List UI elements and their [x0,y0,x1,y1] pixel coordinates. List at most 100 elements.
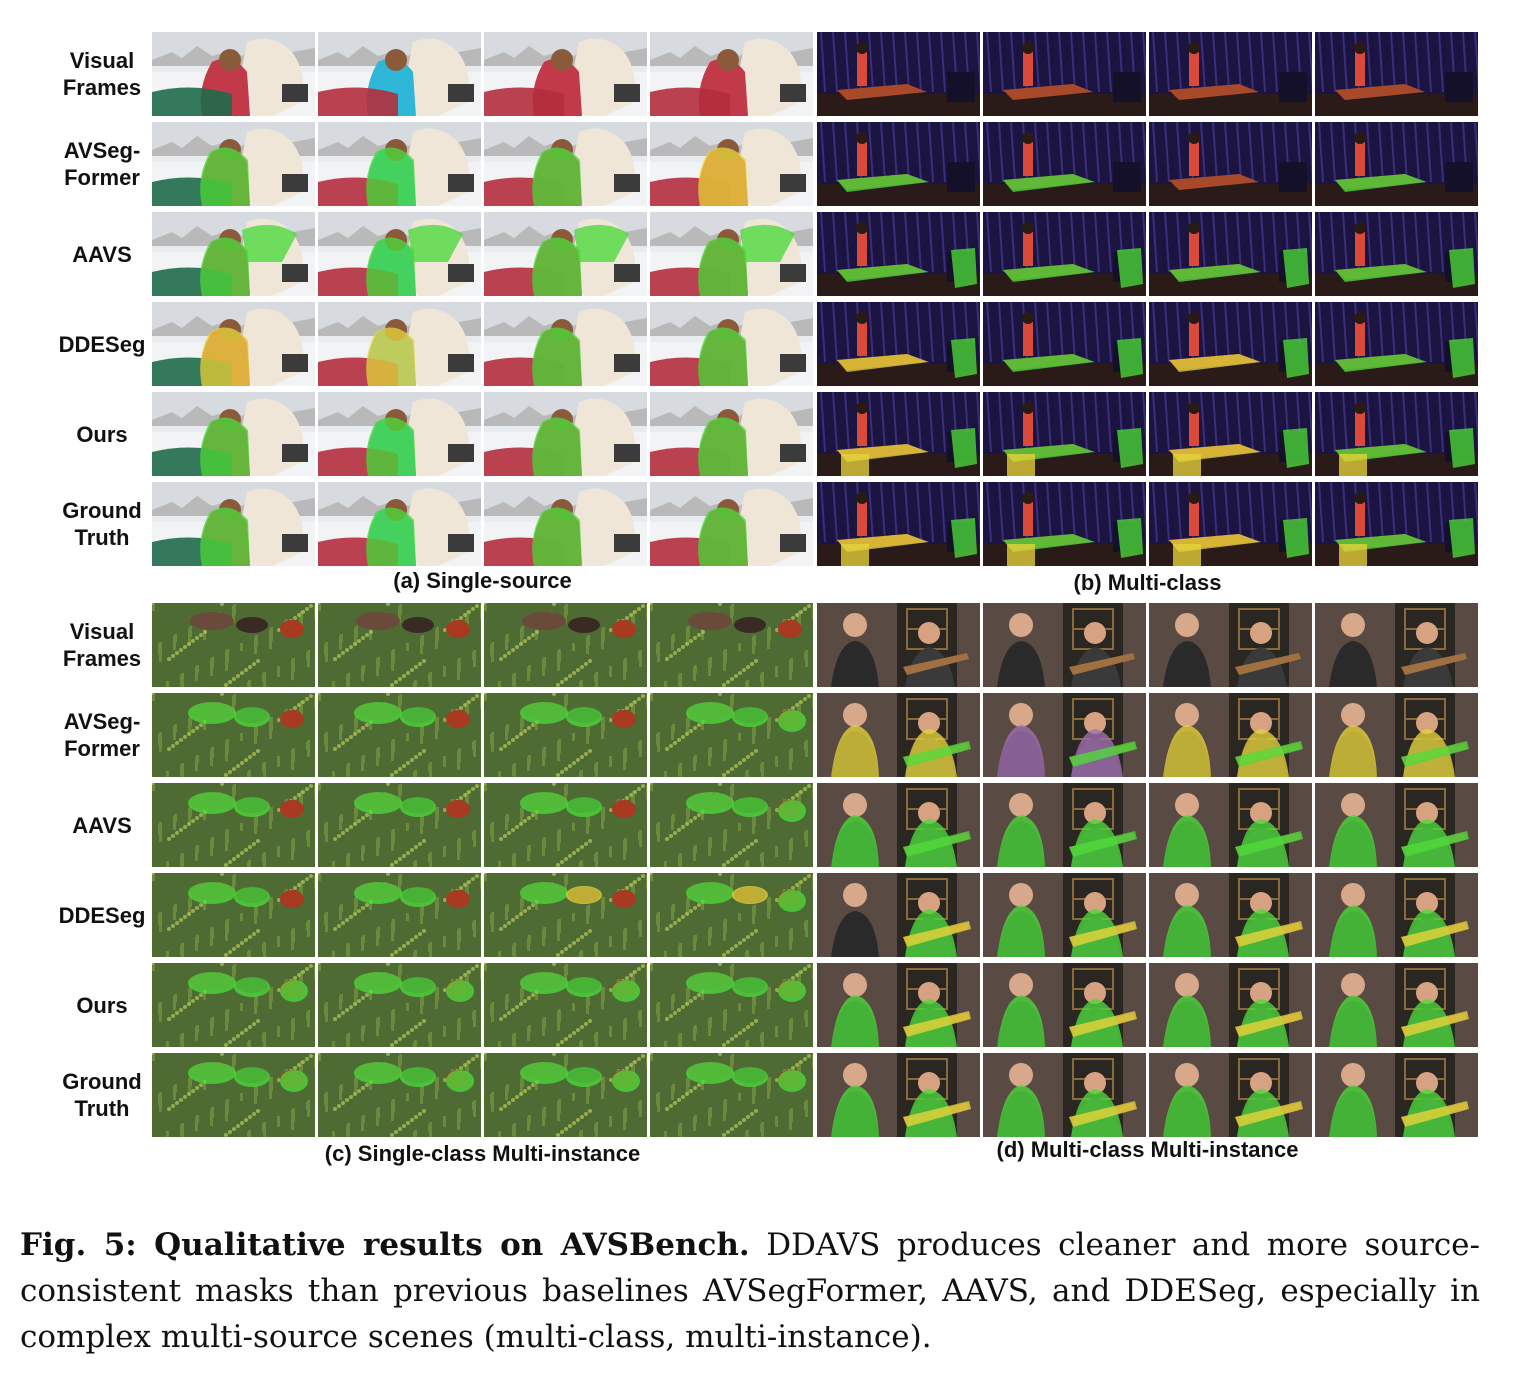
result-frame [650,873,813,957]
result-frame [484,32,647,116]
panel-caption-b: (b) Multi-class [1073,570,1222,595]
result-frame [318,122,481,206]
row-label: AAVS [72,812,132,838]
result-frame [817,392,980,476]
result-frame [152,392,315,476]
panel-caption-a: (a) Single-source [393,568,572,593]
result-frame [484,603,647,687]
row-label: AVSeg- Former [63,709,141,761]
result-frame [983,302,1146,386]
row-label: Ground Truth [62,1069,142,1121]
result-frame [817,122,980,206]
result-frame [983,693,1146,777]
result-frame [983,963,1146,1047]
result-frame [983,783,1146,867]
result-frame [817,963,980,1047]
result-frame [484,693,647,777]
result-frame [152,873,315,957]
result-frame [1149,783,1312,867]
result-frame [817,482,980,566]
caption-body: DDAVS produces cleaner and more source-c… [20,1227,1480,1355]
result-frame [1315,212,1478,296]
result-frame [983,212,1146,296]
result-frame [152,963,315,1047]
result-frame [152,32,315,116]
result-frame [484,122,647,206]
result-frame [152,1053,315,1137]
result-frame [318,482,481,566]
result-frame [1149,212,1312,296]
result-frame [983,1053,1146,1137]
result-frame [650,1053,813,1137]
result-frame [650,32,813,116]
result-frame [484,873,647,957]
result-frame [152,122,315,206]
result-frame [1315,482,1478,566]
result-frame [1315,873,1478,957]
result-frame [650,392,813,476]
result-frame [650,212,813,296]
result-frame [817,693,980,777]
result-frame [983,482,1146,566]
row-label: AAVS [72,241,132,267]
row-label: Ours [76,992,128,1018]
result-frame [983,32,1146,116]
result-frame [318,783,481,867]
result-frame [1149,1053,1312,1137]
result-frame [650,122,813,206]
result-frame [650,693,813,777]
result-frame [152,302,315,386]
result-frame [318,1053,481,1137]
result-frame [152,783,315,867]
caption-lead: Fig. 5: Qualitative results on AVSBench. [20,1227,750,1263]
result-frame [152,603,315,687]
result-frame [318,963,481,1047]
result-frame [1149,603,1312,687]
figure-caption: Fig. 5: Qualitative results on AVSBench.… [20,1222,1480,1360]
result-frame [1315,392,1478,476]
result-frame [484,482,647,566]
result-frame [1315,783,1478,867]
result-frame [817,783,980,867]
result-frame [318,32,481,116]
result-frame [983,603,1146,687]
result-frame [650,302,813,386]
result-frame [1149,873,1312,957]
result-frame [318,212,481,296]
row-label: DDESeg [58,331,146,357]
result-frame [817,873,980,957]
result-frame [484,1053,647,1137]
result-frame [1315,963,1478,1047]
result-frame [1149,482,1312,566]
result-frame [650,603,813,687]
result-frame [1149,302,1312,386]
result-frame [1315,603,1478,687]
result-frame [817,603,980,687]
result-frame [817,32,980,116]
row-label: AVSeg- Former [63,138,141,190]
result-frame [1315,122,1478,206]
result-frame [1149,693,1312,777]
result-frame [484,392,647,476]
result-frame [318,302,481,386]
result-frame [318,603,481,687]
result-frame [983,122,1146,206]
result-frame [318,392,481,476]
result-frame [1315,693,1478,777]
row-label: Visual Frames [62,619,142,671]
result-frame [817,1053,980,1137]
result-frame [484,963,647,1047]
result-frame [1149,122,1312,206]
row-label: Visual Frames [62,48,142,100]
result-frame [650,783,813,867]
result-frame [1149,32,1312,116]
result-frame [152,482,315,566]
result-frame [318,873,481,957]
result-frame [817,302,980,386]
result-frame [817,212,980,296]
result-frame [1149,963,1312,1047]
result-frame [1315,1053,1478,1137]
result-frame [650,963,813,1047]
result-frame [484,783,647,867]
panel-caption-d: (d) Multi-class Multi-instance [996,1137,1299,1162]
